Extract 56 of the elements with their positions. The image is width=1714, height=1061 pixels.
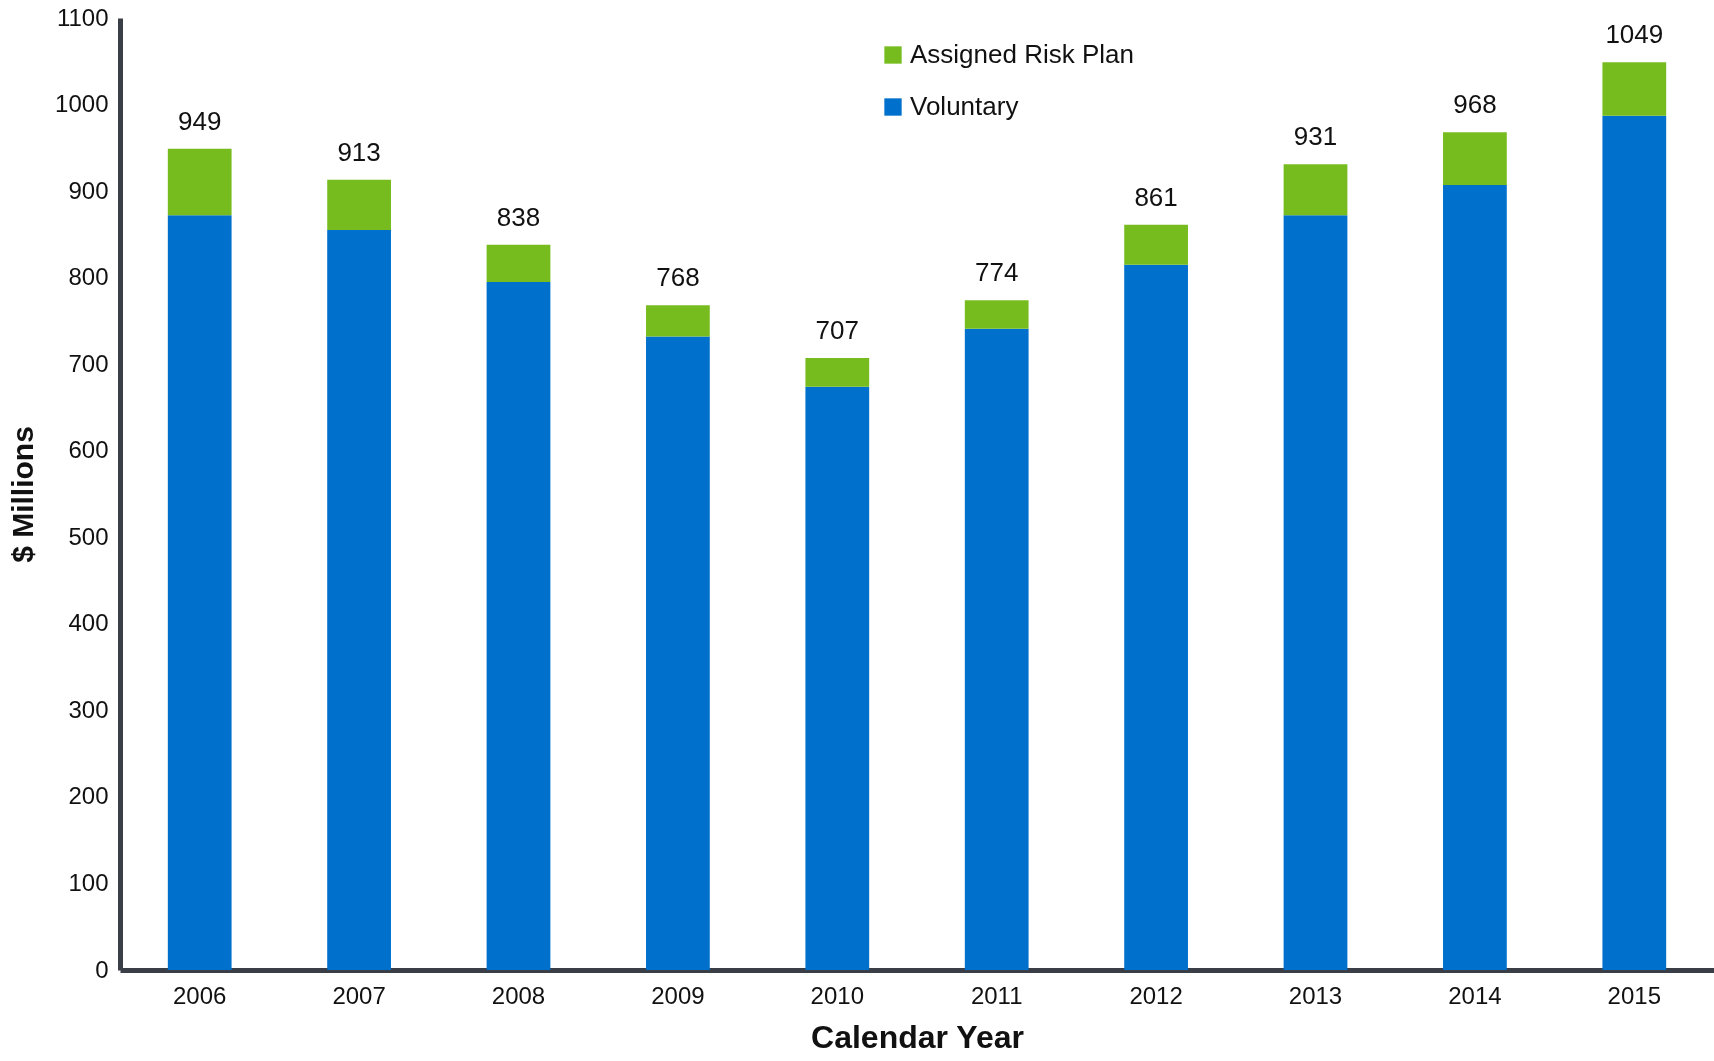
bar bbox=[964, 300, 1029, 329]
bar bbox=[646, 336, 710, 970]
total-label: 838 bbox=[496, 201, 541, 232]
y-tick-label: 500 bbox=[68, 522, 109, 550]
bar bbox=[327, 230, 391, 970]
bar bbox=[1602, 115, 1667, 970]
total-label: 913 bbox=[337, 136, 381, 167]
x-tick-label: 2014 bbox=[1448, 981, 1502, 1009]
y-tick-label: 600 bbox=[68, 436, 109, 464]
x-axis-title: Calendar Year bbox=[811, 1018, 1024, 1055]
y-tick-label: 300 bbox=[68, 695, 109, 723]
bar bbox=[646, 305, 710, 337]
bar bbox=[1124, 224, 1188, 265]
x-tick-label: 2007 bbox=[332, 981, 386, 1009]
x-tick-label: 2010 bbox=[810, 981, 864, 1009]
total-label: 861 bbox=[1134, 181, 1178, 212]
bar bbox=[486, 281, 551, 970]
bar bbox=[805, 386, 870, 970]
y-tick-label: 400 bbox=[68, 609, 109, 637]
bar bbox=[327, 179, 391, 231]
x-tick-label: 2009 bbox=[651, 981, 705, 1009]
y-axis-title: $ Millions bbox=[6, 426, 40, 563]
y-tick-label: 1000 bbox=[55, 90, 109, 118]
x-tick-label: 2008 bbox=[491, 981, 546, 1009]
x-tick-label: 2013 bbox=[1288, 981, 1343, 1009]
total-label: 1049 bbox=[1605, 19, 1664, 50]
total-label: 707 bbox=[815, 315, 859, 346]
y-tick-label: 1100 bbox=[56, 3, 109, 31]
bar bbox=[1443, 132, 1507, 186]
y-tick-label: 700 bbox=[68, 349, 109, 377]
bar bbox=[1602, 62, 1667, 116]
bar bbox=[964, 328, 1029, 970]
total-label: 774 bbox=[975, 257, 1019, 288]
bar bbox=[805, 358, 870, 387]
y-tick-label: 100 bbox=[68, 868, 109, 896]
bar bbox=[1443, 185, 1507, 970]
total-label: 949 bbox=[178, 105, 222, 136]
total-label: 931 bbox=[1293, 121, 1338, 152]
y-tick-label: 800 bbox=[68, 263, 109, 291]
x-tick-label: 2006 bbox=[173, 981, 227, 1009]
bar bbox=[486, 244, 551, 282]
bar bbox=[1283, 215, 1348, 970]
bar bbox=[1283, 164, 1348, 216]
legend-label: Voluntary bbox=[910, 91, 1019, 121]
bar bbox=[1124, 264, 1188, 970]
x-tick-label: 2011 bbox=[970, 981, 1023, 1009]
x-tick-label: 2012 bbox=[1129, 981, 1183, 1009]
x-tick-label: 2015 bbox=[1607, 981, 1661, 1009]
legend-label: Assigned Risk Plan bbox=[910, 39, 1134, 69]
bar bbox=[167, 148, 232, 216]
y-tick-label: 900 bbox=[68, 176, 109, 204]
y-tick-label: 0 bbox=[95, 955, 109, 983]
total-label: 768 bbox=[656, 262, 700, 293]
bar bbox=[167, 215, 232, 970]
total-label: 968 bbox=[1453, 89, 1497, 120]
y-tick-label: 200 bbox=[68, 782, 109, 810]
